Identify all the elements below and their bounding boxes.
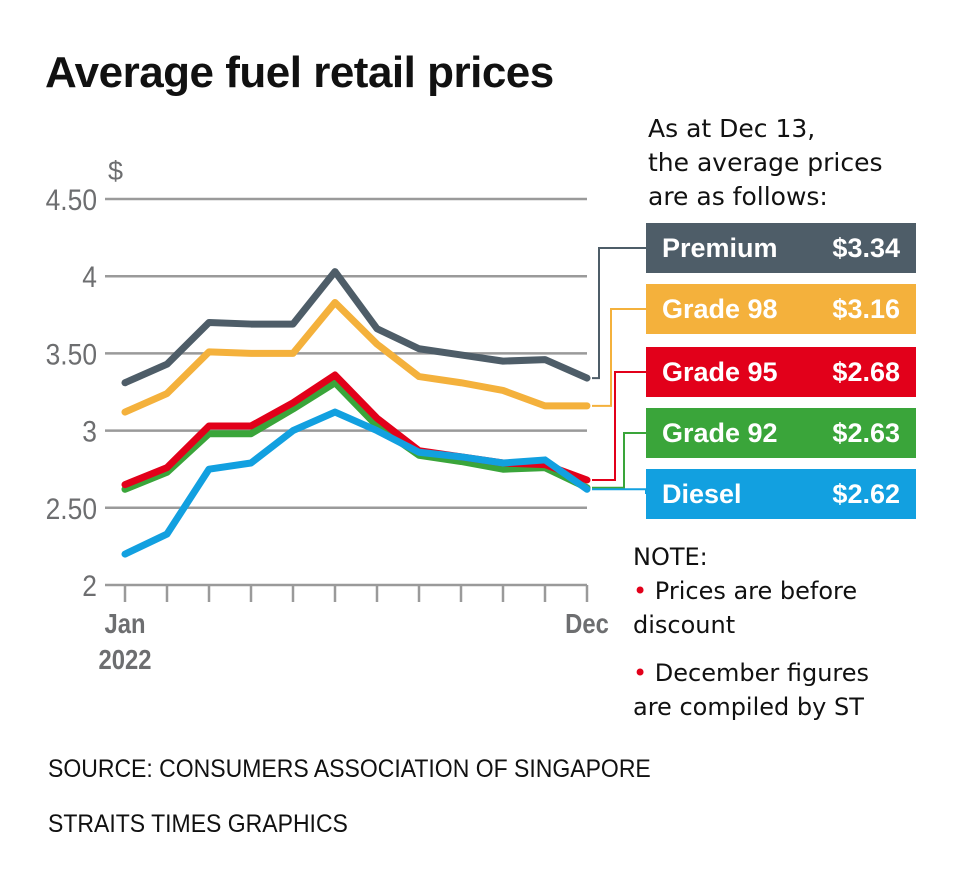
legend-connectors xyxy=(592,247,647,494)
x-tick-label: Dec xyxy=(565,607,609,639)
legend-entry-grade-98: Grade 98 $3.16 xyxy=(646,284,916,334)
legend-value: $3.34 xyxy=(832,232,900,263)
y-tick-label: 3 xyxy=(82,414,97,448)
legend-value: $3.16 xyxy=(832,293,900,324)
bullet-icon: • xyxy=(633,577,648,605)
y-tick-label: 2 xyxy=(82,568,97,602)
legend-connector xyxy=(592,247,646,380)
source-text: SOURCE: CONSUMERS ASSOCIATION OF SINGAPO… xyxy=(48,755,651,783)
series-line-grade-98 xyxy=(121,298,591,416)
y-axis-label: $ xyxy=(108,156,123,186)
y-tick-label: 3.50 xyxy=(46,337,97,371)
legend-value: $2.68 xyxy=(832,356,900,387)
legend-label: Premium xyxy=(662,232,778,263)
legend-entry-grade-95: Grade 95 $2.68 xyxy=(646,347,916,397)
legend-entry-grade-92: Grade 92 $2.63 xyxy=(646,408,916,458)
x-axis-ticks: Jan 2022 Dec xyxy=(99,585,609,675)
legend-value: $2.62 xyxy=(832,478,900,509)
legend-connector xyxy=(592,432,646,489)
note-text: December figures xyxy=(647,659,870,687)
note-heading: NOTE: xyxy=(633,543,708,571)
credit-text: STRAITS TIMES GRAPHICS xyxy=(48,810,348,838)
legend-connector xyxy=(592,371,646,482)
legend-entry-premium: Premium $3.34 xyxy=(646,223,916,273)
note-item: • Prices are before discount xyxy=(633,574,869,642)
note-text: discount xyxy=(633,611,736,639)
note-text: are compiled by ST xyxy=(633,693,864,721)
legend-connector xyxy=(592,308,646,407)
legend-label: Grade 95 xyxy=(662,356,778,387)
chart-title: Average fuel retail prices xyxy=(45,48,554,97)
y-axis-ticks: 2 2.50 3 3.50 4 4.50 xyxy=(46,182,97,602)
legend-label: Diesel xyxy=(662,478,742,509)
legend-label: Grade 92 xyxy=(662,417,778,448)
y-tick-label: 4.50 xyxy=(46,182,97,216)
y-tick-label: 4 xyxy=(82,260,97,294)
legend-label: Grade 98 xyxy=(662,293,778,324)
legend-intro: As at Dec 13, the average prices are as … xyxy=(648,112,883,214)
legend-intro-line: As at Dec 13, xyxy=(648,114,816,143)
note-block: NOTE: • Prices are before discount • Dec… xyxy=(633,540,869,724)
legend-intro-line: are as follows: xyxy=(648,182,828,211)
x-tick-label: 2022 xyxy=(99,643,152,675)
note-item: • December figures are compiled by ST xyxy=(633,656,869,724)
legend-entry-diesel: Diesel $2.62 xyxy=(646,469,916,519)
legend-intro-line: the average prices xyxy=(648,148,883,177)
series-line-premium xyxy=(121,268,591,387)
y-tick-label: 2.50 xyxy=(46,491,97,525)
x-tick-label: Jan xyxy=(105,607,146,639)
legend-value: $2.63 xyxy=(832,417,900,448)
bullet-icon: • xyxy=(633,659,648,687)
series-line-diesel xyxy=(121,408,591,558)
series-line-grade-92 xyxy=(121,379,591,493)
legend-connector xyxy=(592,488,647,494)
series-lines xyxy=(121,268,591,558)
note-text: Prices are before xyxy=(647,577,858,605)
